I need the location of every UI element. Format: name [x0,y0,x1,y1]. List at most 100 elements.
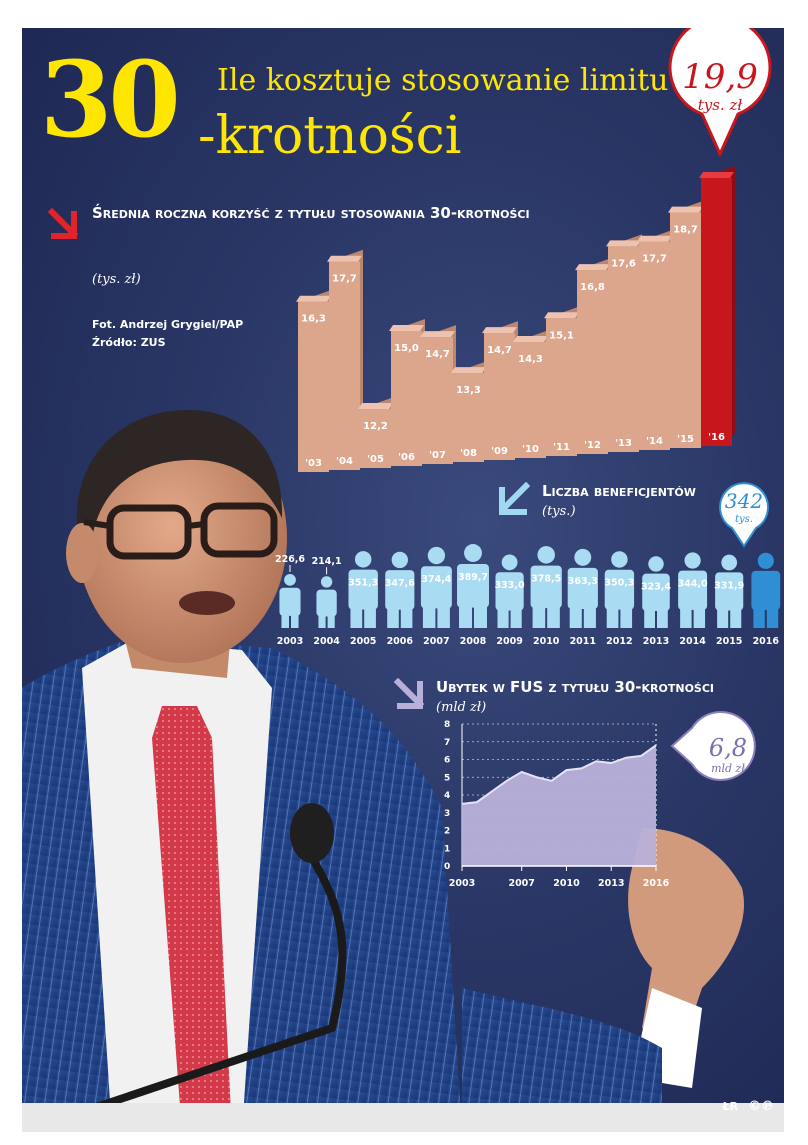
person-body [279,587,301,616]
bar-top [389,325,424,331]
bar-value-label: 16,3 [301,314,326,325]
person-value-label: 226,6 [275,554,305,565]
bar-value-label: 14,7 [425,349,450,360]
person-value-label: 214,1 [312,556,342,567]
person-head [721,554,738,571]
person-leg-right [766,604,779,628]
footer-credit: ŁR ©℗ [723,1099,774,1114]
person-2007: 374,4 2007 [420,546,452,647]
bar-front [484,333,515,460]
person-2006: 347,6 2006 [385,551,415,647]
person-value-label: 333,0 [495,580,525,591]
bar-category-label: '12 [584,440,601,451]
bar-value-label: 15,0 [394,343,419,354]
person-leg-left [350,604,363,628]
source-credit: Źródło: ZUS [92,336,166,349]
person-leg-right [547,602,560,628]
person-leg-left [644,605,655,628]
bar-front [422,337,453,464]
person-leg-left [606,604,619,628]
person-2011: 363,3 2011 [567,548,598,647]
bar-front [608,246,639,452]
person-leg-right [364,604,376,628]
y-tick-label: 0 [444,862,450,872]
person-body [678,570,708,610]
bar-category-label: '08 [460,448,477,459]
person-leg-left [532,602,546,628]
person-year-label: 2007 [423,636,449,647]
bar-top [327,255,362,262]
person-year-label: 2010 [533,636,560,647]
section2-unit: (tys.) [542,504,576,519]
x-tick-label: 2003 [449,878,475,889]
person-leg-right [620,604,633,628]
chart-avg-benefit: 16,3 '03 17,7 '04 12,2 '05 15,0 '06 14,7 '07 13,3 '… [296,166,735,472]
x-tick-label: 2016 [643,878,670,889]
highlight-bubble-19-9: 19,9 tys. zł [668,28,772,158]
person-2004: 214,1 2004 [312,556,342,647]
infographic: 30 Ile kosztuje stosowanie limitu -krotn… [22,28,784,1132]
bar-top [575,264,610,271]
highlight-bubble-6-8: 6,8 mld zł [670,711,756,781]
section1-unit: (tys. zł) [92,272,141,287]
bar-category-label: '11 [553,442,570,453]
bar-front [391,331,422,466]
bar-category-label: '06 [398,452,415,463]
bar-'09: 14,7 '09 [482,321,518,460]
pap-logo: ©℗ [748,1099,774,1114]
person-2003: 226,6 2003 [275,554,305,647]
bar-front [298,301,329,472]
person-value-label: 389,7 [458,572,488,583]
person-body [604,569,635,610]
person-head [284,573,296,586]
person-head [611,551,628,568]
person-body [457,563,489,608]
bar-value-label: 17,7 [642,254,667,265]
bar-top [296,295,331,302]
title-line-2: -krotności [198,106,462,166]
section2-title: Liczba beneficjentów [542,482,696,500]
title-line-1: Ile kosztuje stosowanie limitu [217,63,669,98]
bar-'10: 14,3 '10 [513,330,549,458]
person-head [757,552,774,569]
person-leg-left [281,612,289,628]
person-2016: 2016 [751,552,781,647]
person-value-label: 378,5 [531,574,561,585]
bar-top [358,403,393,409]
person-head [391,551,408,569]
highlight-value-342: 342 [725,489,763,513]
bar-front [639,241,670,450]
person-body [642,573,670,611]
bar-value-label: 18,7 [673,225,698,236]
person-2005: 351,3 2005 [348,551,378,647]
section3-unit: (mld zł) [436,700,487,715]
person-year-label: 2008 [460,636,487,647]
highlight-unit-342: tys. [735,514,753,525]
person-value-label: 331,9 [714,580,744,591]
bar-'07: 14,7 '07 [420,325,456,464]
person-value-label: 344,0 [678,579,708,590]
area-line [461,744,657,805]
big-number-30: 30 [40,38,181,161]
person-2010: 378,5 2010 [530,546,562,647]
bar-front [453,373,484,462]
y-tick-label: 2 [444,827,450,837]
y-tick-label: 5 [444,773,450,783]
bar-category-label: '05 [367,454,384,465]
bar-'11: 15,1 '11 [544,306,580,456]
y-tick-label: 6 [444,756,450,766]
person-leg-right [291,612,299,628]
bar-value-label: 15,1 [549,330,574,341]
person-value-label: 374,4 [421,574,451,585]
person-year-label: 2003 [277,636,303,647]
bar-front [670,212,701,448]
person-head [648,556,664,572]
bar-value-label: 12,2 [363,421,388,432]
bar-front [577,270,608,454]
bar-top [513,336,548,342]
person-body [420,566,452,609]
person-value-label: 350,3 [604,578,634,589]
person-2008: 389,7 2008 [457,544,489,647]
bar-top [606,240,641,247]
person-head [464,544,482,562]
